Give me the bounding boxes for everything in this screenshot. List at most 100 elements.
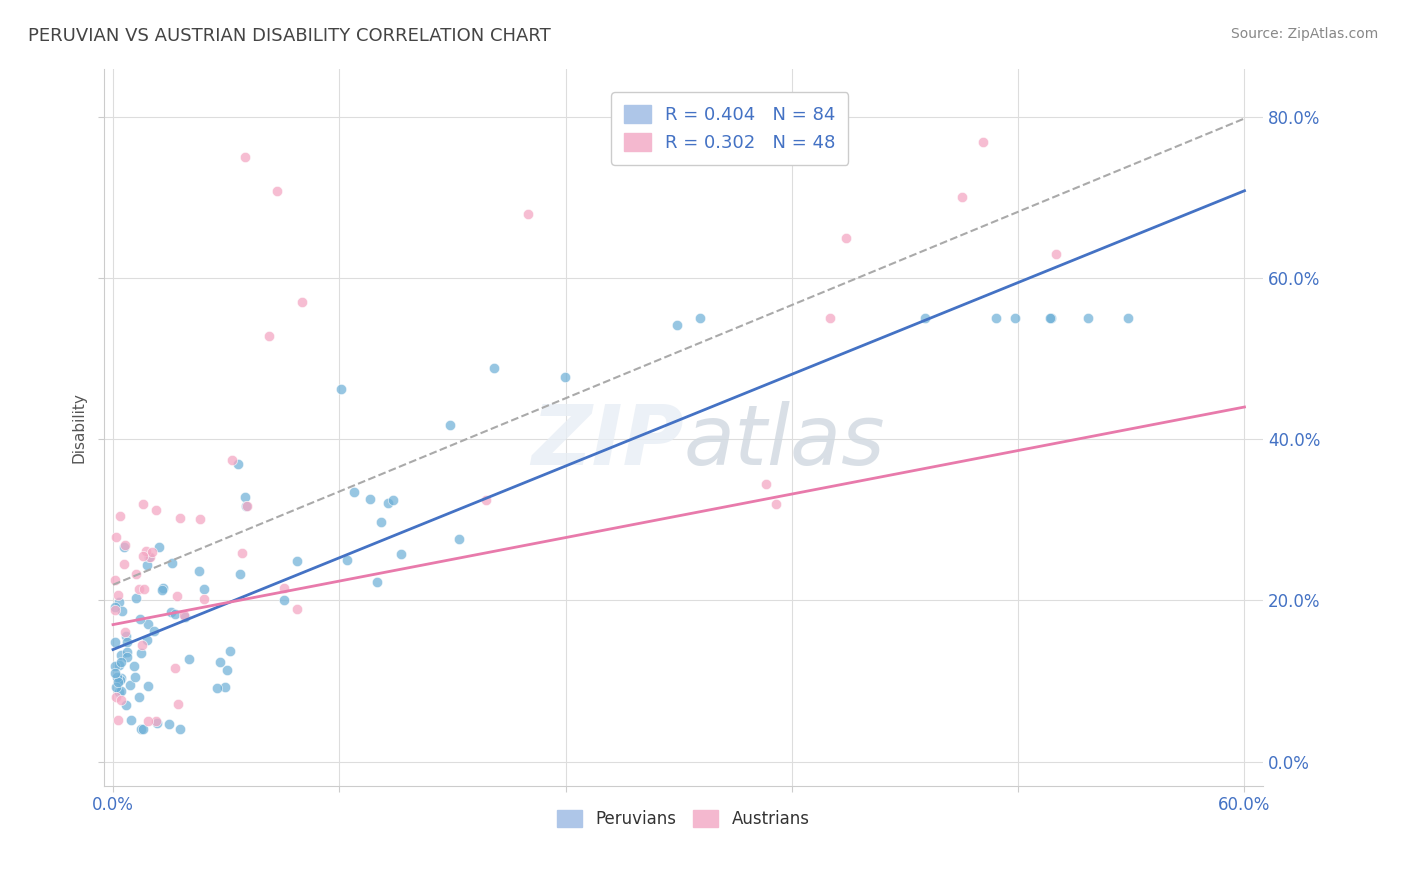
Point [115, 698, 138, 712]
Point [984, 311, 1007, 326]
Point [114, 539, 136, 553]
Point [169, 723, 191, 737]
Point [439, 417, 461, 432]
Point [120, 713, 142, 727]
Point [157, 717, 180, 731]
Point [689, 311, 711, 326]
Point [129, 723, 152, 737]
Point [329, 382, 352, 396]
Point [221, 453, 243, 467]
Text: atlas: atlas [683, 401, 886, 482]
Point [129, 612, 152, 626]
Legend: Peruvians, Austrians: Peruvians, Austrians [551, 804, 817, 835]
Point [359, 492, 381, 507]
Point [107, 685, 129, 699]
Point [148, 541, 170, 555]
Point [105, 669, 128, 683]
Point [104, 573, 127, 587]
Point [110, 509, 132, 524]
Point [914, 311, 936, 326]
Point [136, 616, 159, 631]
Point [950, 190, 973, 204]
Point [108, 673, 131, 688]
Point [108, 658, 131, 673]
Point [104, 659, 127, 673]
Point [110, 692, 132, 706]
Point [188, 512, 211, 526]
Point [152, 582, 174, 596]
Point [105, 690, 128, 704]
Point [173, 608, 195, 623]
Point [110, 655, 132, 669]
Point [233, 490, 256, 504]
Point [108, 595, 131, 609]
Point [115, 645, 138, 659]
Point [233, 150, 256, 164]
Point [389, 547, 412, 561]
Point [165, 607, 187, 621]
Point [145, 503, 167, 517]
Point [110, 671, 132, 685]
Point [115, 649, 138, 664]
Point [193, 582, 215, 596]
Point [377, 496, 399, 510]
Point [834, 231, 856, 245]
Point [554, 370, 576, 384]
Point [818, 311, 841, 326]
Point [291, 295, 314, 310]
Point [138, 550, 160, 565]
Point [273, 593, 295, 607]
Point [187, 564, 209, 578]
Point [162, 557, 184, 571]
Point [141, 545, 163, 559]
Point [136, 558, 159, 573]
Point [163, 661, 186, 675]
Point [107, 675, 129, 690]
Point [104, 666, 127, 681]
Point [665, 318, 688, 333]
Point [214, 680, 236, 694]
Point [177, 652, 200, 666]
Point [104, 603, 127, 617]
Point [516, 206, 538, 220]
Point [235, 499, 257, 513]
Point [166, 697, 188, 711]
Point [1004, 311, 1026, 326]
Point [131, 549, 153, 564]
Point [447, 532, 470, 546]
Point [193, 592, 215, 607]
Point [474, 492, 496, 507]
Point [132, 723, 155, 737]
Point [366, 575, 388, 590]
Point [124, 658, 146, 673]
Point [1040, 311, 1063, 326]
Point [285, 601, 308, 615]
Point [231, 546, 253, 560]
Point [972, 135, 994, 149]
Y-axis label: Disability: Disability [72, 392, 86, 463]
Point [174, 610, 197, 624]
Point [115, 634, 138, 648]
Point [343, 484, 366, 499]
Point [145, 714, 167, 729]
Point [129, 646, 152, 660]
Point [107, 713, 129, 727]
Point [273, 581, 295, 595]
Point [169, 510, 191, 524]
Point [150, 583, 173, 598]
Point [1116, 311, 1139, 326]
Text: ZIP: ZIP [531, 401, 683, 482]
Point [215, 663, 238, 677]
Point [143, 624, 166, 638]
Point [128, 690, 150, 705]
Point [370, 515, 392, 529]
Point [131, 638, 153, 652]
Point [104, 599, 127, 614]
Point [107, 588, 129, 602]
Point [125, 591, 148, 605]
Point [235, 500, 257, 514]
Point [124, 566, 146, 581]
Point [166, 589, 188, 603]
Point [257, 329, 280, 343]
Point [207, 681, 229, 695]
